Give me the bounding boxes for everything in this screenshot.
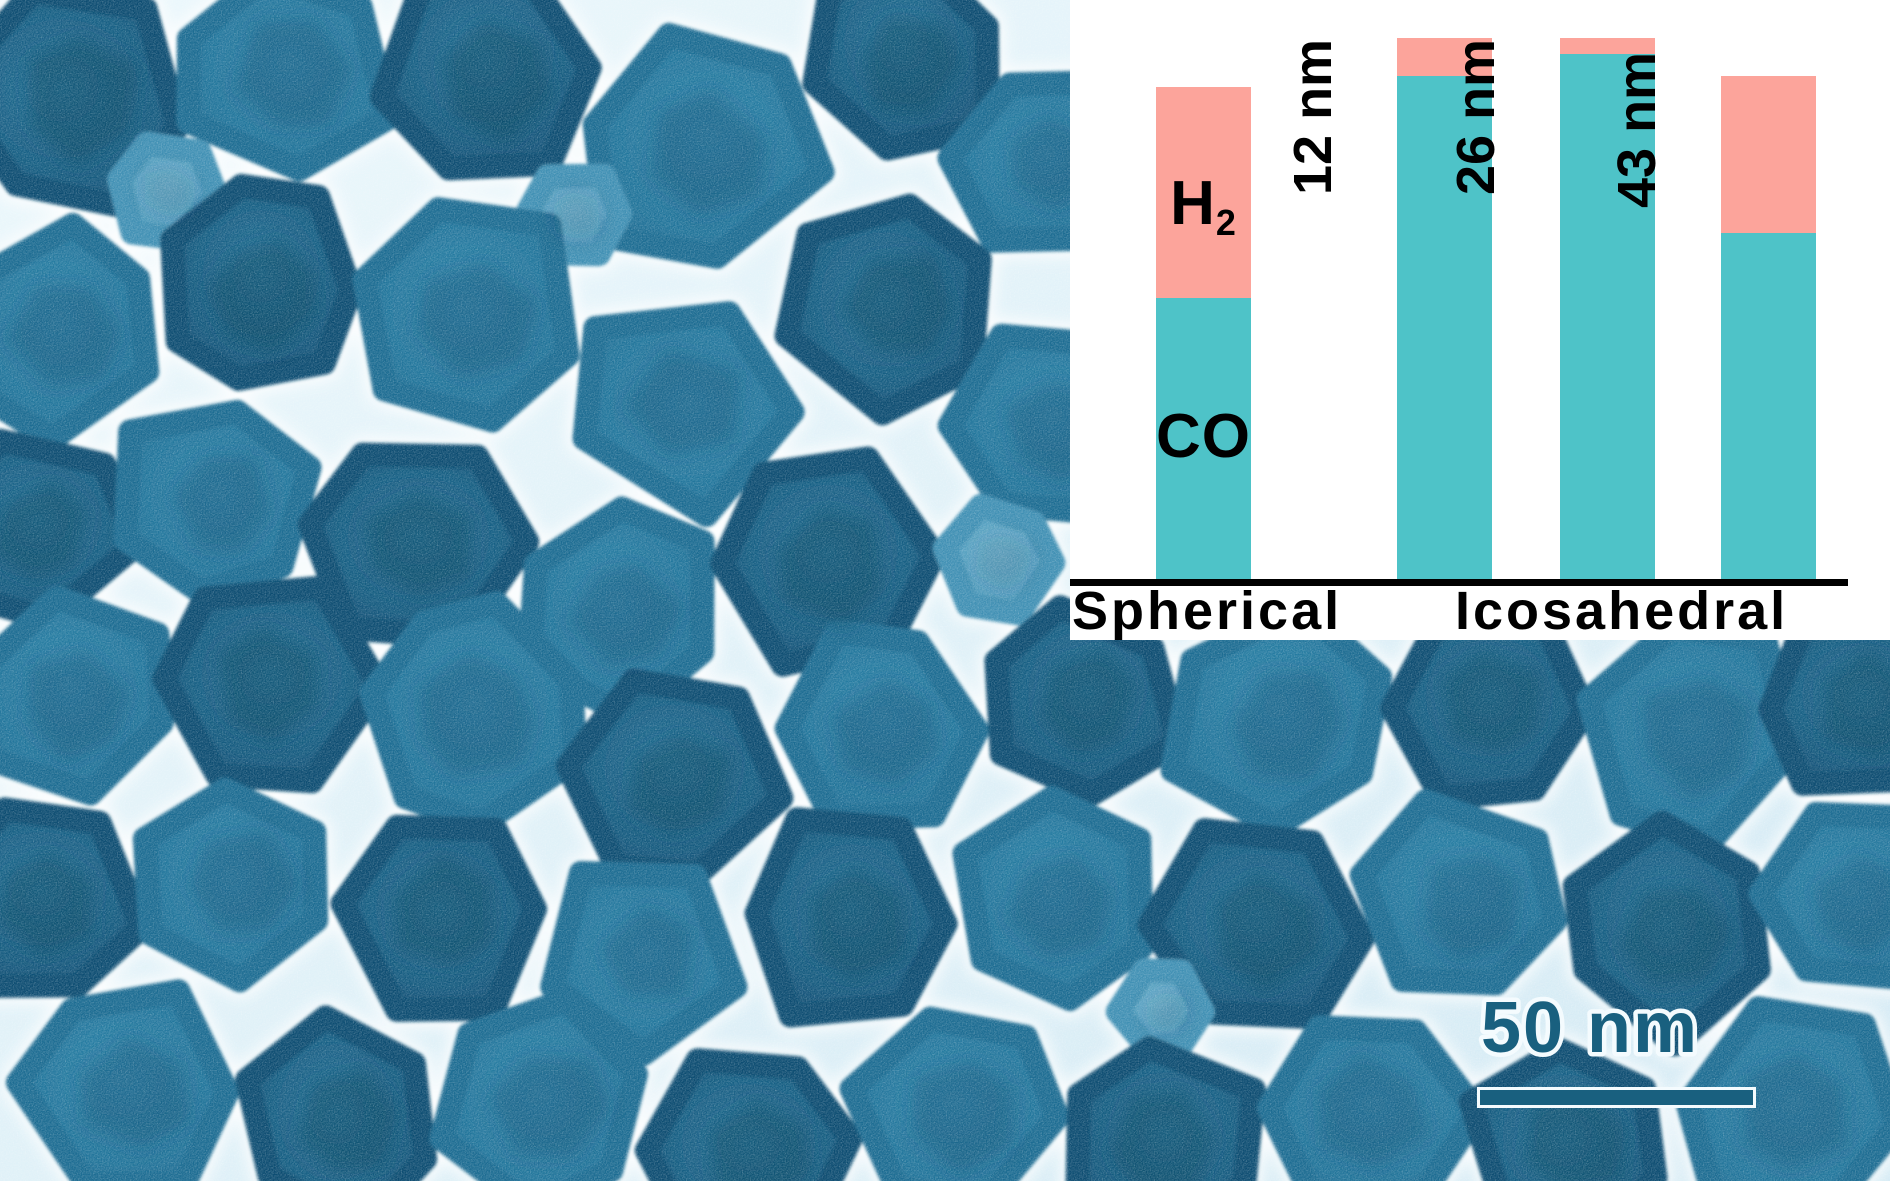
- selectivity-chart-panel: H2 CO 12 nm 26 nm 43 nm Spherical Icosah…: [1070, 0, 1890, 640]
- size-label-26nm: 26 nm: [1446, 38, 1506, 195]
- co-series-label: CO: [1156, 402, 1251, 471]
- group-label-spherical: Spherical: [1072, 581, 1343, 641]
- bar-spherical-co-segment: [1156, 297, 1251, 579]
- bar-spherical-h2-segment: [1156, 86, 1251, 298]
- bar-icosahedral-12-nm-co-segment: [1397, 75, 1492, 579]
- group-label-icosahedral: Icosahedral: [1455, 581, 1789, 641]
- bar-icosahedral-43-nm-h2-segment: [1721, 75, 1816, 233]
- bar-icosahedral-43-nm-co-segment: [1721, 232, 1816, 579]
- bar-icosahedral-26-nm-co-segment: [1560, 54, 1655, 579]
- scale-bar: 50 nm: [1420, 980, 1760, 1130]
- h2-series-label: H2: [1156, 173, 1251, 254]
- bar-icosahedral-12-nm-h2-segment: [1397, 38, 1492, 76]
- size-label-43nm: 43 nm: [1607, 51, 1667, 208]
- scale-bar-line: [1477, 1087, 1756, 1108]
- h2-label-text: H: [1170, 169, 1216, 238]
- x-axis-line: [1070, 579, 1848, 586]
- size-label-12nm: 12 nm: [1283, 38, 1343, 195]
- bar-icosahedral-26-nm-h2-segment: [1560, 38, 1655, 55]
- scale-bar-label: 50 nm: [1481, 988, 1699, 1068]
- h2-label-subscript: 2: [1215, 202, 1237, 244]
- scale-bar-label-svg: 50 nm: [1476, 984, 1701, 1073]
